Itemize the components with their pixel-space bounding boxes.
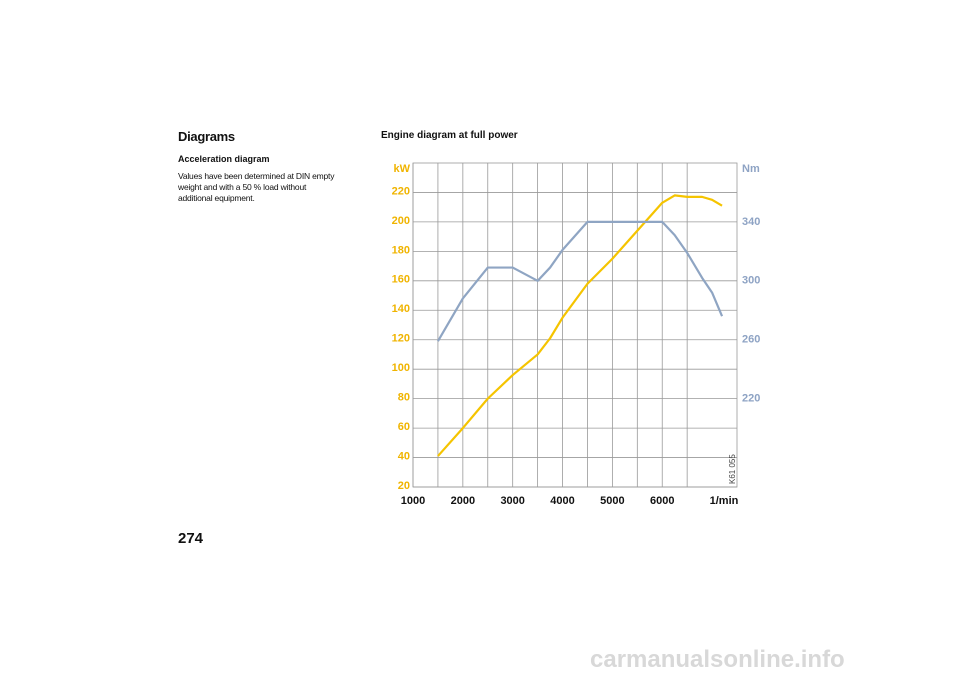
x-axis-label: 1/min (710, 495, 739, 507)
body-line: Values have been determined at DIN empty (178, 171, 335, 181)
subheading: Acceleration diagram (178, 154, 270, 164)
y-axis-label: kW (394, 163, 411, 175)
x-tick-label: 1000 (401, 495, 425, 507)
x-tick-label: 3000 (500, 495, 524, 507)
y-tick-label: 220 (392, 185, 410, 197)
y2-tick-label: 220 (742, 393, 760, 405)
y-tick-label: 60 (398, 421, 410, 433)
x-tick-label: 5000 (600, 495, 624, 507)
line-series (436, 220, 724, 342)
y-tick-label: 180 (392, 244, 410, 256)
plot-border (412, 162, 738, 488)
figure-code: K61 055 (728, 454, 737, 484)
y-tick-label: 200 (392, 215, 410, 227)
heading: Diagrams (178, 129, 235, 144)
chart-title: Engine diagram at full power (381, 130, 518, 141)
y2-tick-label: 300 (742, 275, 760, 287)
y2-axis-label: Nm (742, 163, 760, 175)
watermark: carmanualsonline.info (590, 646, 845, 673)
page-number: 274 (178, 530, 204, 547)
x-tick-label: 6000 (650, 495, 674, 507)
x-tick-label: 4000 (550, 495, 574, 507)
line-series (437, 194, 723, 457)
y2-tick-label: 260 (742, 334, 760, 346)
y-tick-label: 100 (392, 362, 410, 374)
y2-tick-label: 340 (742, 216, 760, 228)
x-tick-label: 2000 (451, 495, 475, 507)
y-tick-label: 140 (392, 303, 410, 315)
body-line: weight and with a 50 % load without (178, 182, 307, 192)
y-tick-label: 120 (392, 333, 410, 345)
y-tick-label: 20 (398, 480, 410, 492)
y-tick-label: 80 (398, 392, 410, 404)
body-line: additional equipment. (178, 193, 255, 203)
y-tick-label: 160 (392, 274, 410, 286)
y-tick-label: 40 (398, 450, 410, 462)
